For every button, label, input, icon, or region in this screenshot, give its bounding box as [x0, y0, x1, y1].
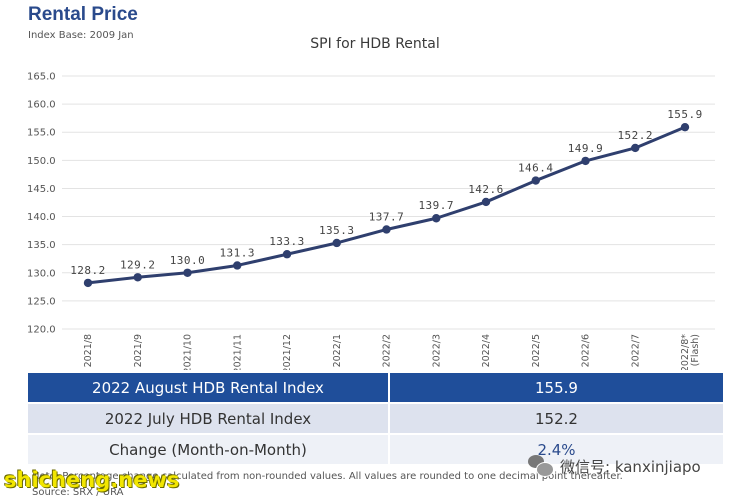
data-point: [83, 278, 93, 288]
data-label: 133.3: [269, 235, 305, 248]
table-row: 2022 July HDB Rental Index 152.2: [28, 402, 723, 434]
table-cell-value: 155.9: [389, 373, 723, 403]
data-point: [183, 268, 192, 277]
source-note: Source: SRX / URA: [32, 487, 124, 498]
x-tick-label: (Flash): [690, 334, 701, 366]
x-axis-ticks: 2021/8 2021/9 2021/10 2021/11 2021/12 2022/1 2…: [83, 334, 701, 370]
chart-gridlines: [62, 75, 715, 330]
y-tick-label: 130.0: [27, 268, 56, 279]
data-label: 149.9: [568, 142, 604, 155]
x-tick-label: 2022/5: [531, 334, 542, 367]
y-tick-label: 145.0: [27, 184, 56, 195]
data-point: [133, 273, 142, 282]
y-tick-label: 155.0: [27, 128, 56, 139]
table-cell-value: 2.4%: [389, 433, 723, 464]
x-tick-label: 2022/2: [382, 334, 393, 367]
x-tick-label: 2021/10: [183, 334, 194, 370]
data-point: [382, 225, 391, 234]
wechat-id: 微信号: kanxinjiapo: [560, 457, 701, 476]
x-tick-label: 2022/8*: [680, 334, 691, 370]
x-tick-label: 2022/6: [581, 334, 592, 367]
footnote: Note: Percentage change calculated from …: [32, 471, 623, 482]
data-point: [531, 176, 540, 185]
table-cell-label: 2022 July HDB Rental Index: [28, 402, 390, 434]
page-subtitle: Index Base: 2009 Jan: [28, 30, 134, 41]
data-point: [332, 238, 341, 248]
y-tick-label: 150.0: [27, 156, 56, 167]
data-point: [432, 214, 441, 223]
x-tick-label: 2022/7: [630, 334, 641, 367]
y-tick-label: 140.0: [27, 212, 56, 223]
data-point: [581, 156, 590, 166]
x-tick-label: 2021/11: [232, 334, 243, 370]
y-tick-label: 125.0: [27, 296, 56, 307]
y-tick-label: 165.0: [27, 72, 56, 83]
x-tick-label: 2021/9: [133, 334, 144, 367]
y-axis-ticks: 120.0 125.0 130.0 135.0 140.0 145.0 150.0 155.0…: [27, 72, 56, 336]
table-cell-label: 2022 August HDB Rental Index: [28, 373, 390, 403]
table-row: Change (Month-on-Month) 2.4%: [28, 433, 723, 464]
chart-series: [83, 122, 690, 288]
y-tick-label: 135.0: [27, 240, 56, 251]
watermark-site: shicheng.news: [4, 468, 180, 492]
data-point: [233, 261, 242, 270]
table-cell-label: Change (Month-on-Month): [28, 433, 390, 464]
y-tick-label: 160.0: [27, 100, 56, 111]
y-tick-label: 120.0: [27, 325, 56, 336]
data-label: 130.0: [170, 254, 206, 267]
data-point: [481, 197, 491, 207]
wechat-icon: [528, 455, 554, 477]
x-tick-label: 2022/4: [481, 334, 492, 367]
data-label: 152.2: [617, 129, 653, 142]
data-label: 155.9: [667, 108, 703, 121]
x-tick-label: 2022/1: [332, 334, 343, 367]
watermark-wechat: 微信号: kanxinjiapo: [528, 455, 701, 477]
data-label: 131.3: [219, 246, 255, 259]
data-label: 139.7: [418, 199, 454, 212]
data-label: 128.2: [70, 264, 106, 277]
data-label: 146.4: [518, 162, 554, 175]
data-point: [680, 122, 690, 132]
data-point: [282, 250, 292, 259]
data-label: 129.2: [120, 258, 156, 271]
index-summary-table: 2022 August HDB Rental Index 155.9 2022 …: [28, 373, 723, 464]
data-labels: 128.2 129.2 130.0 131.3 133.3 135.3 137.7 139.7…: [70, 108, 703, 277]
data-point: [631, 143, 640, 153]
table-cell-value: 152.2: [389, 402, 723, 434]
x-tick-label: 2021/8: [83, 334, 94, 367]
data-label: 135.3: [319, 224, 355, 237]
x-tick-label: 2021/12: [282, 334, 293, 370]
line-chart: 120.0 125.0 130.0 135.0 140.0 145.0 150.0 155.0…: [27, 72, 715, 370]
page-title: Rental Price: [28, 4, 138, 25]
data-label: 137.7: [369, 210, 405, 223]
table-row: 2022 August HDB Rental Index 155.9: [28, 373, 723, 403]
chart-title: SPI for HDB Rental: [310, 36, 440, 52]
data-label: 142.6: [468, 183, 504, 196]
x-tick-label: 2022/3: [431, 334, 442, 367]
